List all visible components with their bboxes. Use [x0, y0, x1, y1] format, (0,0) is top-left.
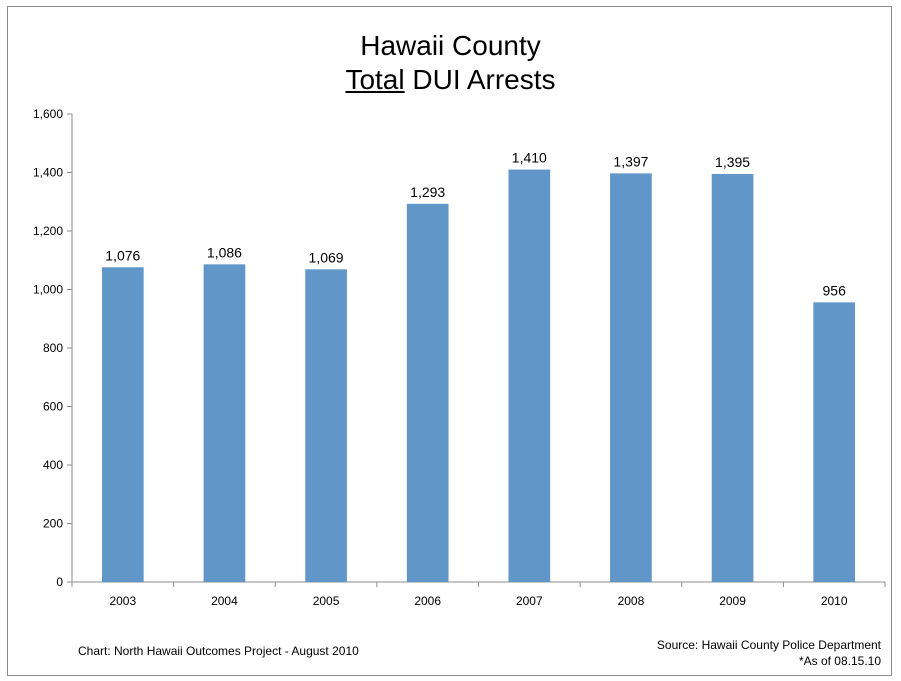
y-axis-ticks: 0 200 400 600 800 1,000 1,200 1,400 1,600: [33, 107, 72, 589]
bar-value-label-2008: 1,397: [613, 153, 648, 169]
chart-title: Hawaii County Total DUI Arrests: [0, 29, 901, 97]
bar-2009: [711, 173, 754, 582]
source-line: Source: Hawaii County Police Department: [656, 638, 881, 652]
bar-value-label-2007: 1,410: [512, 150, 547, 166]
x-tick-label-2009: 2009: [719, 594, 746, 608]
as-of-note: *As of 08.15.10: [798, 654, 881, 668]
y-tick-label: 200: [43, 517, 63, 531]
chart-title-line2: Total DUI Arrests: [0, 63, 901, 97]
y-tick-label: 1,200: [33, 224, 63, 238]
bar-value-label-2003: 1,076: [105, 247, 140, 263]
chart-title-underlined: Total: [345, 64, 405, 95]
bar-value-label-2004: 1,086: [207, 244, 242, 260]
y-tick-label: 1,000: [33, 283, 63, 297]
x-tick-label-2010: 2010: [821, 594, 848, 608]
y-tick-label: 1,400: [33, 166, 63, 180]
bar-2004: [203, 264, 246, 582]
chart-credit: Chart: North Hawaii Outcomes Project - A…: [78, 644, 359, 658]
bar-2003: [101, 267, 144, 582]
x-tick-label-2008: 2008: [618, 594, 645, 608]
bar-2008: [610, 173, 652, 582]
x-tick-label-2005: 2005: [313, 594, 340, 608]
bar-2005: [305, 269, 347, 582]
x-tick-label-2003: 2003: [109, 594, 136, 608]
x-tick-label-2006: 2006: [414, 594, 441, 608]
x-tick-label-2004: 2004: [211, 594, 238, 608]
chart-title-line1: Hawaii County: [360, 30, 541, 61]
bar-value-label-2009: 1,395: [715, 154, 750, 170]
chart-title-rest: DUI Arrests: [404, 64, 556, 95]
bar-2007: [508, 169, 551, 582]
bar-value-label-2005: 1,069: [309, 249, 344, 265]
bar-value-label-2010: 956: [823, 282, 847, 298]
x-axis-ticks: [71, 582, 886, 587]
source-note: Source: Hawaii County Police Department …: [657, 637, 881, 669]
y-tick-label: 0: [56, 575, 63, 589]
y-tick-label: 600: [43, 400, 63, 414]
bar-2006: [406, 203, 449, 583]
bar-value-label-2006: 1,293: [410, 184, 445, 200]
x-tick-label-2007: 2007: [516, 594, 543, 608]
bar-value-labels: 1,076 1,086 1,069 1,293 1,410 1,397 1,395 956: [105, 150, 846, 299]
y-tick-label: 1,600: [33, 107, 63, 121]
bars: [101, 169, 856, 583]
bar-2010: [813, 302, 856, 582]
y-tick-label: 400: [43, 458, 63, 472]
y-tick-label: 800: [43, 341, 63, 355]
x-axis-labels: 2003 2004 2005 2006 2007 2008 2009 2010: [109, 594, 847, 608]
